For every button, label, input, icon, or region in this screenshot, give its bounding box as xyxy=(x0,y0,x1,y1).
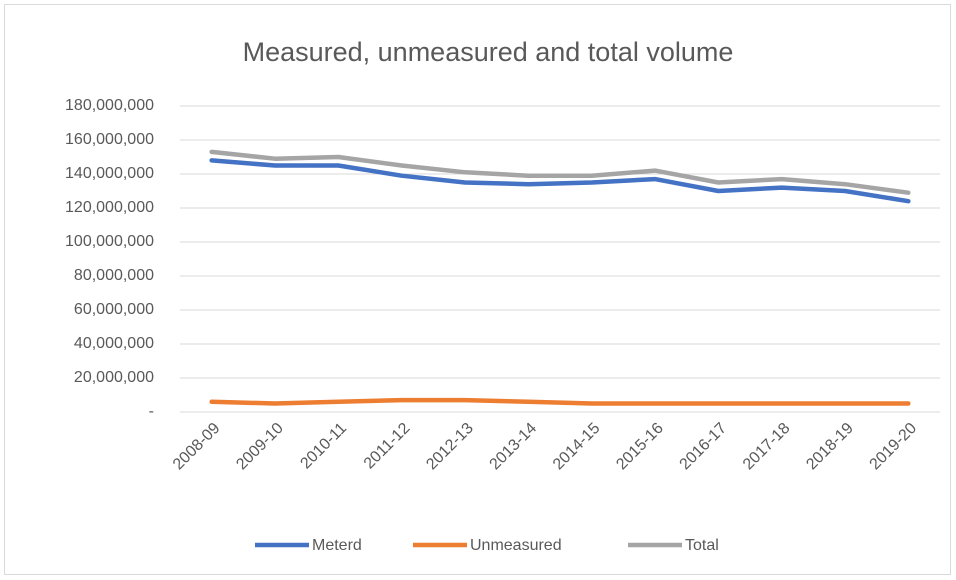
y-tick-label: 80,000,000 xyxy=(74,267,154,284)
y-tick-label: 120,000,000 xyxy=(65,199,154,216)
y-tick-label: 20,000,000 xyxy=(74,369,154,386)
y-tick-label: - xyxy=(149,403,154,420)
series-line xyxy=(209,149,911,195)
chart-title: Measured, unmeasured and total volume xyxy=(243,37,734,67)
y-tick-label: 60,000,000 xyxy=(74,301,154,318)
legend-label: Unmeasured xyxy=(470,537,562,554)
y-tick-label: 160,000,000 xyxy=(65,131,154,148)
series-line xyxy=(209,397,911,406)
y-tick-label: 40,000,000 xyxy=(74,335,154,352)
legend-label: Total xyxy=(685,537,719,554)
y-tick-label: 180,000,000 xyxy=(65,97,154,114)
series-line xyxy=(209,158,911,204)
chart-border xyxy=(4,4,951,575)
y-tick-label: 140,000,000 xyxy=(65,165,154,182)
legend-label: Meterd xyxy=(312,537,362,554)
y-tick-label: 100,000,000 xyxy=(65,233,154,250)
